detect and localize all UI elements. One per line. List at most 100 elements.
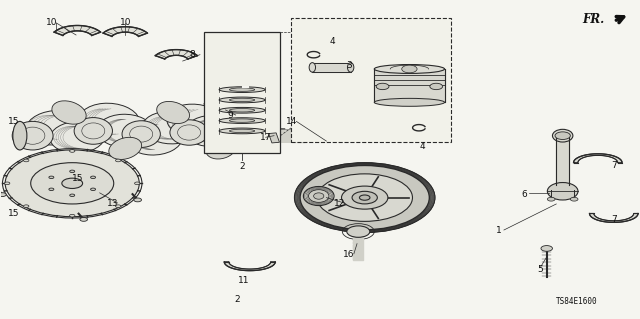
Circle shape	[317, 174, 412, 221]
Ellipse shape	[97, 114, 154, 148]
Circle shape	[342, 186, 388, 209]
Circle shape	[70, 214, 75, 217]
Circle shape	[294, 163, 435, 233]
Circle shape	[70, 150, 75, 152]
Circle shape	[116, 159, 121, 162]
Circle shape	[541, 246, 552, 251]
Circle shape	[555, 132, 570, 139]
Text: 1: 1	[496, 226, 502, 235]
Text: 3: 3	[346, 61, 351, 70]
Ellipse shape	[79, 103, 140, 139]
Circle shape	[70, 170, 75, 173]
Circle shape	[347, 226, 370, 237]
Ellipse shape	[219, 108, 265, 113]
Ellipse shape	[109, 137, 141, 160]
Ellipse shape	[374, 64, 445, 73]
Ellipse shape	[205, 138, 236, 159]
Text: 7: 7	[611, 215, 616, 224]
Polygon shape	[204, 99, 237, 107]
Circle shape	[402, 65, 417, 73]
Circle shape	[5, 150, 140, 217]
Ellipse shape	[230, 88, 255, 91]
Circle shape	[80, 218, 88, 221]
Ellipse shape	[219, 87, 265, 93]
Text: 14: 14	[285, 117, 297, 126]
Ellipse shape	[170, 120, 208, 145]
Circle shape	[570, 197, 578, 201]
Text: 15: 15	[8, 117, 19, 126]
Text: 15: 15	[72, 174, 83, 183]
Ellipse shape	[230, 119, 255, 122]
Circle shape	[352, 191, 378, 204]
Ellipse shape	[219, 118, 265, 123]
Ellipse shape	[125, 120, 183, 155]
Text: FR.: FR.	[582, 13, 604, 26]
Ellipse shape	[219, 97, 265, 103]
Ellipse shape	[50, 122, 104, 153]
Bar	[291, 18, 451, 142]
Circle shape	[91, 188, 95, 190]
Text: 17: 17	[260, 133, 271, 142]
Bar	[269, 133, 280, 143]
Ellipse shape	[143, 112, 197, 144]
Text: 4: 4	[419, 142, 425, 151]
Ellipse shape	[74, 118, 113, 144]
Ellipse shape	[13, 122, 27, 150]
Circle shape	[360, 195, 370, 200]
Circle shape	[0, 193, 6, 197]
Ellipse shape	[230, 129, 255, 133]
Circle shape	[116, 205, 121, 208]
Ellipse shape	[308, 190, 329, 202]
Circle shape	[91, 176, 95, 179]
Circle shape	[547, 197, 555, 201]
Ellipse shape	[348, 63, 354, 72]
Polygon shape	[156, 50, 197, 59]
Ellipse shape	[185, 115, 237, 146]
Ellipse shape	[26, 110, 84, 145]
Circle shape	[49, 176, 54, 179]
Ellipse shape	[157, 101, 189, 123]
Ellipse shape	[309, 63, 316, 72]
Text: 6: 6	[522, 190, 527, 199]
Text: 4: 4	[330, 38, 335, 47]
Ellipse shape	[314, 193, 324, 199]
Circle shape	[24, 159, 29, 162]
Ellipse shape	[219, 128, 265, 134]
Text: 7: 7	[611, 161, 616, 170]
Ellipse shape	[12, 122, 53, 150]
Circle shape	[376, 83, 389, 90]
Text: 2: 2	[239, 162, 245, 171]
Circle shape	[62, 178, 83, 189]
Ellipse shape	[374, 98, 445, 106]
Text: 8: 8	[189, 50, 195, 59]
Text: 10: 10	[120, 19, 131, 27]
Text: TS84E1600: TS84E1600	[556, 297, 598, 306]
Circle shape	[49, 188, 54, 190]
Text: 9: 9	[228, 111, 234, 120]
Polygon shape	[224, 262, 275, 271]
Ellipse shape	[230, 108, 255, 112]
Polygon shape	[573, 154, 622, 163]
Bar	[204, 33, 280, 153]
Ellipse shape	[122, 121, 161, 147]
Circle shape	[134, 182, 140, 185]
Ellipse shape	[552, 129, 573, 142]
Text: 16: 16	[343, 250, 355, 259]
Ellipse shape	[52, 101, 86, 124]
Ellipse shape	[219, 123, 255, 148]
Text: 15: 15	[8, 209, 19, 218]
Circle shape	[430, 83, 443, 90]
Ellipse shape	[303, 187, 334, 205]
Circle shape	[4, 182, 10, 185]
Text: 11: 11	[237, 276, 249, 285]
Ellipse shape	[547, 182, 578, 200]
Ellipse shape	[167, 104, 224, 139]
Circle shape	[31, 163, 114, 204]
Circle shape	[134, 198, 141, 202]
Circle shape	[70, 194, 75, 197]
Ellipse shape	[298, 130, 310, 142]
Polygon shape	[54, 26, 100, 35]
Text: 13: 13	[107, 199, 118, 208]
Circle shape	[24, 205, 29, 208]
Text: 5: 5	[538, 264, 543, 274]
